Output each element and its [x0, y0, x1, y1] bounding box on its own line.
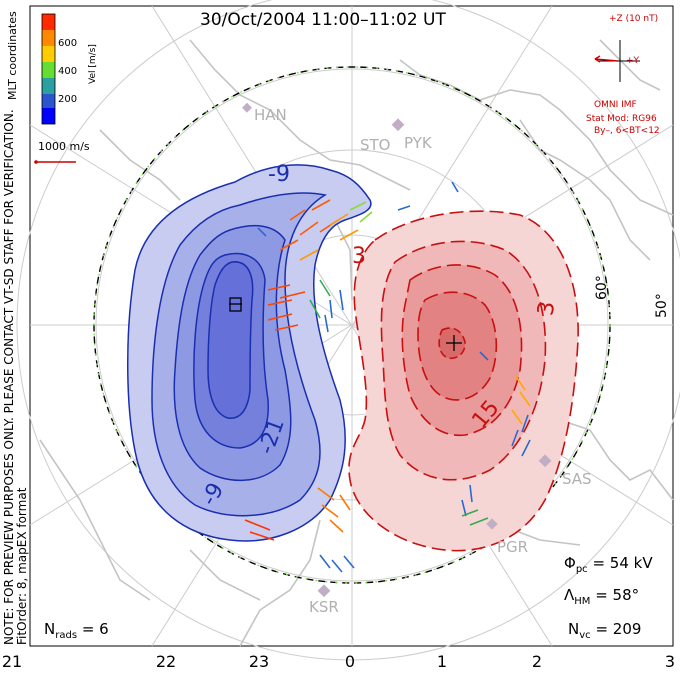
mlt-tick-3: 3: [664, 652, 676, 671]
station-pgr: PGR: [497, 538, 529, 556]
imf-y-label: +Y: [626, 56, 640, 66]
boundary-vectors-ring: [93, 66, 611, 584]
station-han: HAN: [254, 106, 287, 124]
imf-dial: [594, 40, 640, 82]
stat-nvc: Nvc = 209: [568, 620, 641, 641]
stat-phi-sub: pc: [575, 564, 588, 575]
stat-nrads-sub: rads: [55, 630, 78, 641]
stat-lambda-symbol: Λ: [564, 586, 575, 604]
imf-source: OMNI IMF: [594, 100, 637, 110]
scale-vector-label: 1000 m/s: [38, 140, 90, 153]
imf-condition: By–, 6<BT<12: [594, 126, 660, 136]
scale-vector-dot: [34, 160, 38, 164]
mlt-tick-1: 1: [436, 652, 448, 671]
stat-lambda-value: = 58°: [595, 586, 640, 604]
lat-label-60: 60°: [594, 275, 610, 300]
mlt-tick-21: 21: [1, 652, 23, 671]
note-line-2: FitOrder: 8, mapEX format: [15, 487, 29, 645]
station-sas: SAS: [562, 470, 592, 488]
stat-phi-value: = 54 kV: [592, 554, 653, 572]
positive-potential-cell: [348, 210, 579, 552]
colorbar-label: Vel [m/s]: [88, 44, 98, 84]
velocity-vectors: [244, 181, 531, 573]
stat-nrads-value: = 6: [81, 620, 109, 638]
station-markers: [242, 102, 552, 598]
imf-model: Stat Mod: RG96: [586, 114, 657, 124]
colorbar-tick-600: 600: [58, 38, 78, 49]
stat-phi-symbol: Φ: [564, 554, 576, 572]
colorbar: [41, 13, 56, 125]
map-title: 30/Oct/2004 11:00–11:02 UT: [200, 10, 446, 30]
mlt-tick-23: 23: [248, 652, 270, 671]
lat-label-50: 50°: [654, 293, 670, 318]
stat-nvc-sub: vc: [579, 630, 591, 641]
colorbar-tick-400: 400: [58, 66, 78, 77]
stat-nrads: Nrads = 6: [44, 620, 109, 641]
station-sto: STO: [360, 136, 391, 154]
stat-lambda-sub: HM: [574, 596, 591, 607]
negative-potential-cell: [127, 164, 372, 542]
lat-grid: [16, 0, 680, 661]
station-ksr: KSR: [309, 598, 339, 616]
mlt-tick-2: 2: [531, 652, 543, 671]
stat-nvc-symbol: N: [568, 620, 580, 638]
coord-label: MLT coordinates: [6, 11, 19, 100]
stat-nvc-value: = 209: [595, 620, 642, 638]
contour-label-pos-left: 3: [352, 244, 366, 269]
verification-note: NOTE: FOR PREVIEW PURPOSES ONLY. PLEASE …: [2, 5, 29, 645]
contour-label-neg-top: -9: [268, 162, 290, 187]
mlt-tick-0: 0: [344, 652, 356, 671]
stat-nrads-symbol: N: [44, 620, 56, 638]
stat-lambda-hm: ΛHM = 58°: [564, 586, 639, 607]
colorbar-tick-200: 200: [58, 94, 78, 105]
mlt-tick-22: 22: [155, 652, 177, 671]
imf-z-label: +Z (10 nT): [609, 14, 659, 24]
station-pyk: PYK: [404, 134, 432, 152]
stat-phi-pc: Φpc = 54 kV: [564, 554, 653, 575]
